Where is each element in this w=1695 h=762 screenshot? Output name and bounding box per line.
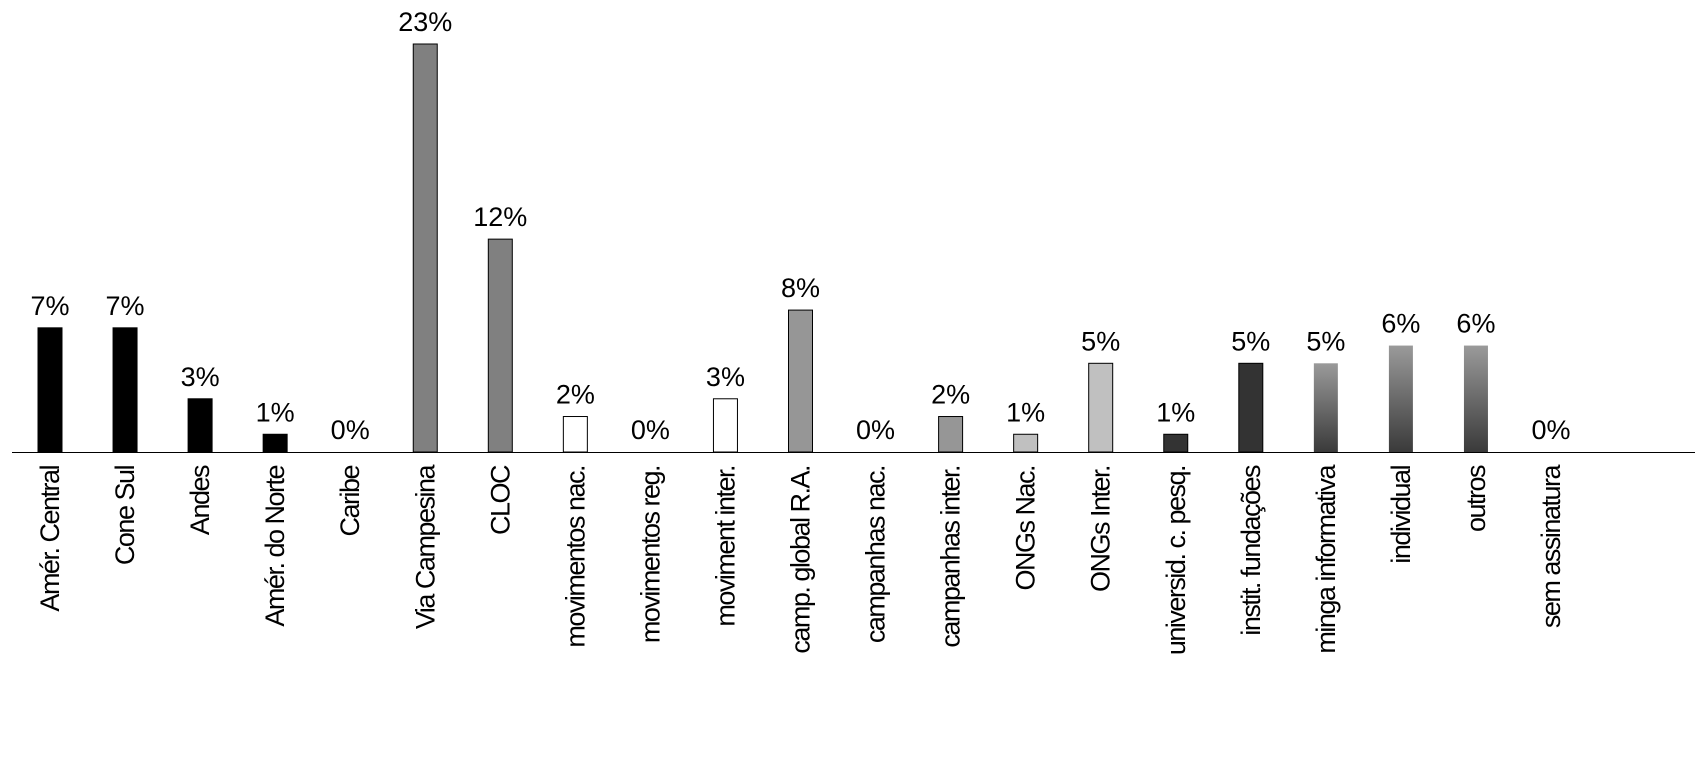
category-label-am-r-do-norte: Amér. do Norte	[260, 466, 290, 627]
category-label-camp-global-r-a: camp. global R.A.	[786, 466, 816, 654]
category-labels-group: Amér. Central Cone Sul Andes Amér. do Norte…	[35, 464, 1566, 656]
bar-am-r-do-norte	[262, 433, 288, 453]
bars-group	[37, 43, 1488, 453]
data-label-moviment-inter: 3%	[706, 362, 745, 392]
data-label-campanhas-inter: 2%	[931, 380, 970, 410]
category-label-cone-sul: Cone Sul	[110, 466, 140, 566]
category-label-movimentos-nac: movimentos nac.	[560, 466, 590, 648]
data-label-andes: 3%	[181, 362, 220, 392]
bar-ongs-inter	[1088, 362, 1114, 453]
data-label-movimentos-nac: 2%	[556, 380, 595, 410]
bar-via-campesina	[412, 43, 438, 453]
category-label-via-campesina: Via Campesina	[410, 464, 440, 630]
data-label-am-r-central: 7%	[30, 291, 69, 321]
data-label-sem-assinatura: 0%	[1531, 415, 1570, 445]
bar-individual	[1388, 345, 1413, 452]
category-label-am-r-central: Amér. Central	[35, 466, 65, 612]
bar-cone-sul	[112, 327, 138, 453]
data-label-via-campesina: 23%	[398, 7, 452, 37]
category-label-movimentos-reg: movimentos reg.	[635, 466, 665, 643]
bar-cloc	[487, 238, 513, 453]
category-label-andes: Andes	[185, 465, 215, 535]
data-label-instit-funda-es: 5%	[1231, 326, 1270, 356]
bar-instit-funda-es	[1238, 362, 1264, 453]
bar-outros	[1463, 345, 1488, 452]
data-label-ongs-nac: 1%	[1006, 397, 1045, 427]
bar-movimentos-nac	[562, 416, 588, 453]
category-label-universid-c-pesq: universid. c. pesq.	[1161, 466, 1191, 655]
data-label-am-r-do-norte: 1%	[256, 397, 295, 427]
bar-andes	[187, 398, 213, 453]
data-label-movimentos-reg: 0%	[631, 415, 670, 445]
data-label-ongs-inter: 5%	[1081, 326, 1120, 356]
bar-universid-c-pesq	[1163, 433, 1189, 453]
bar-ongs-nac	[1013, 433, 1039, 453]
bar-am-r-central	[37, 327, 63, 453]
category-label-outros: outros	[1461, 465, 1491, 532]
data-label-cone-sul: 7%	[106, 291, 145, 321]
category-label-moviment-inter: moviment inter.	[710, 466, 740, 627]
data-labels-group: 7% 7% 3% 1% 0% 23% 12% 2% 0% 3% 8% 0% 2% 1% 5% 1% 5% 5% 6%…	[30, 7, 1570, 445]
bar-moviment-inter	[712, 398, 738, 453]
category-label-ongs-inter: ONGs Inter.	[1086, 466, 1116, 592]
category-label-instit-funda-es: instit. fundações	[1236, 465, 1266, 636]
bar-minga-informativa	[1313, 363, 1338, 452]
data-label-caribe: 0%	[331, 415, 370, 445]
category-label-campanhas-nac: campanhas nac.	[861, 466, 891, 643]
category-label-cloc: CLOC	[485, 465, 515, 535]
bar-campanhas-inter	[938, 416, 964, 453]
category-label-minga-informativa: minga informativa	[1311, 464, 1341, 654]
data-label-outros: 6%	[1456, 309, 1495, 339]
data-label-universid-c-pesq: 1%	[1156, 397, 1195, 427]
data-label-minga-informativa: 5%	[1306, 326, 1345, 356]
category-label-individual: individual	[1386, 466, 1416, 564]
data-label-cloc: 12%	[473, 202, 527, 232]
data-label-individual: 6%	[1381, 309, 1420, 339]
data-label-campanhas-nac: 0%	[856, 415, 895, 445]
category-label-ongs-nac: ONGs Nac.	[1011, 466, 1041, 591]
category-label-caribe: Caribe	[335, 466, 365, 537]
category-label-sem-assinatura: sem assinatura	[1536, 464, 1566, 629]
data-label-camp-global-r-a: 8%	[781, 273, 820, 303]
category-label-campanhas-inter: campanhas inter.	[936, 466, 966, 648]
bar-camp-global-r-a	[788, 309, 813, 453]
